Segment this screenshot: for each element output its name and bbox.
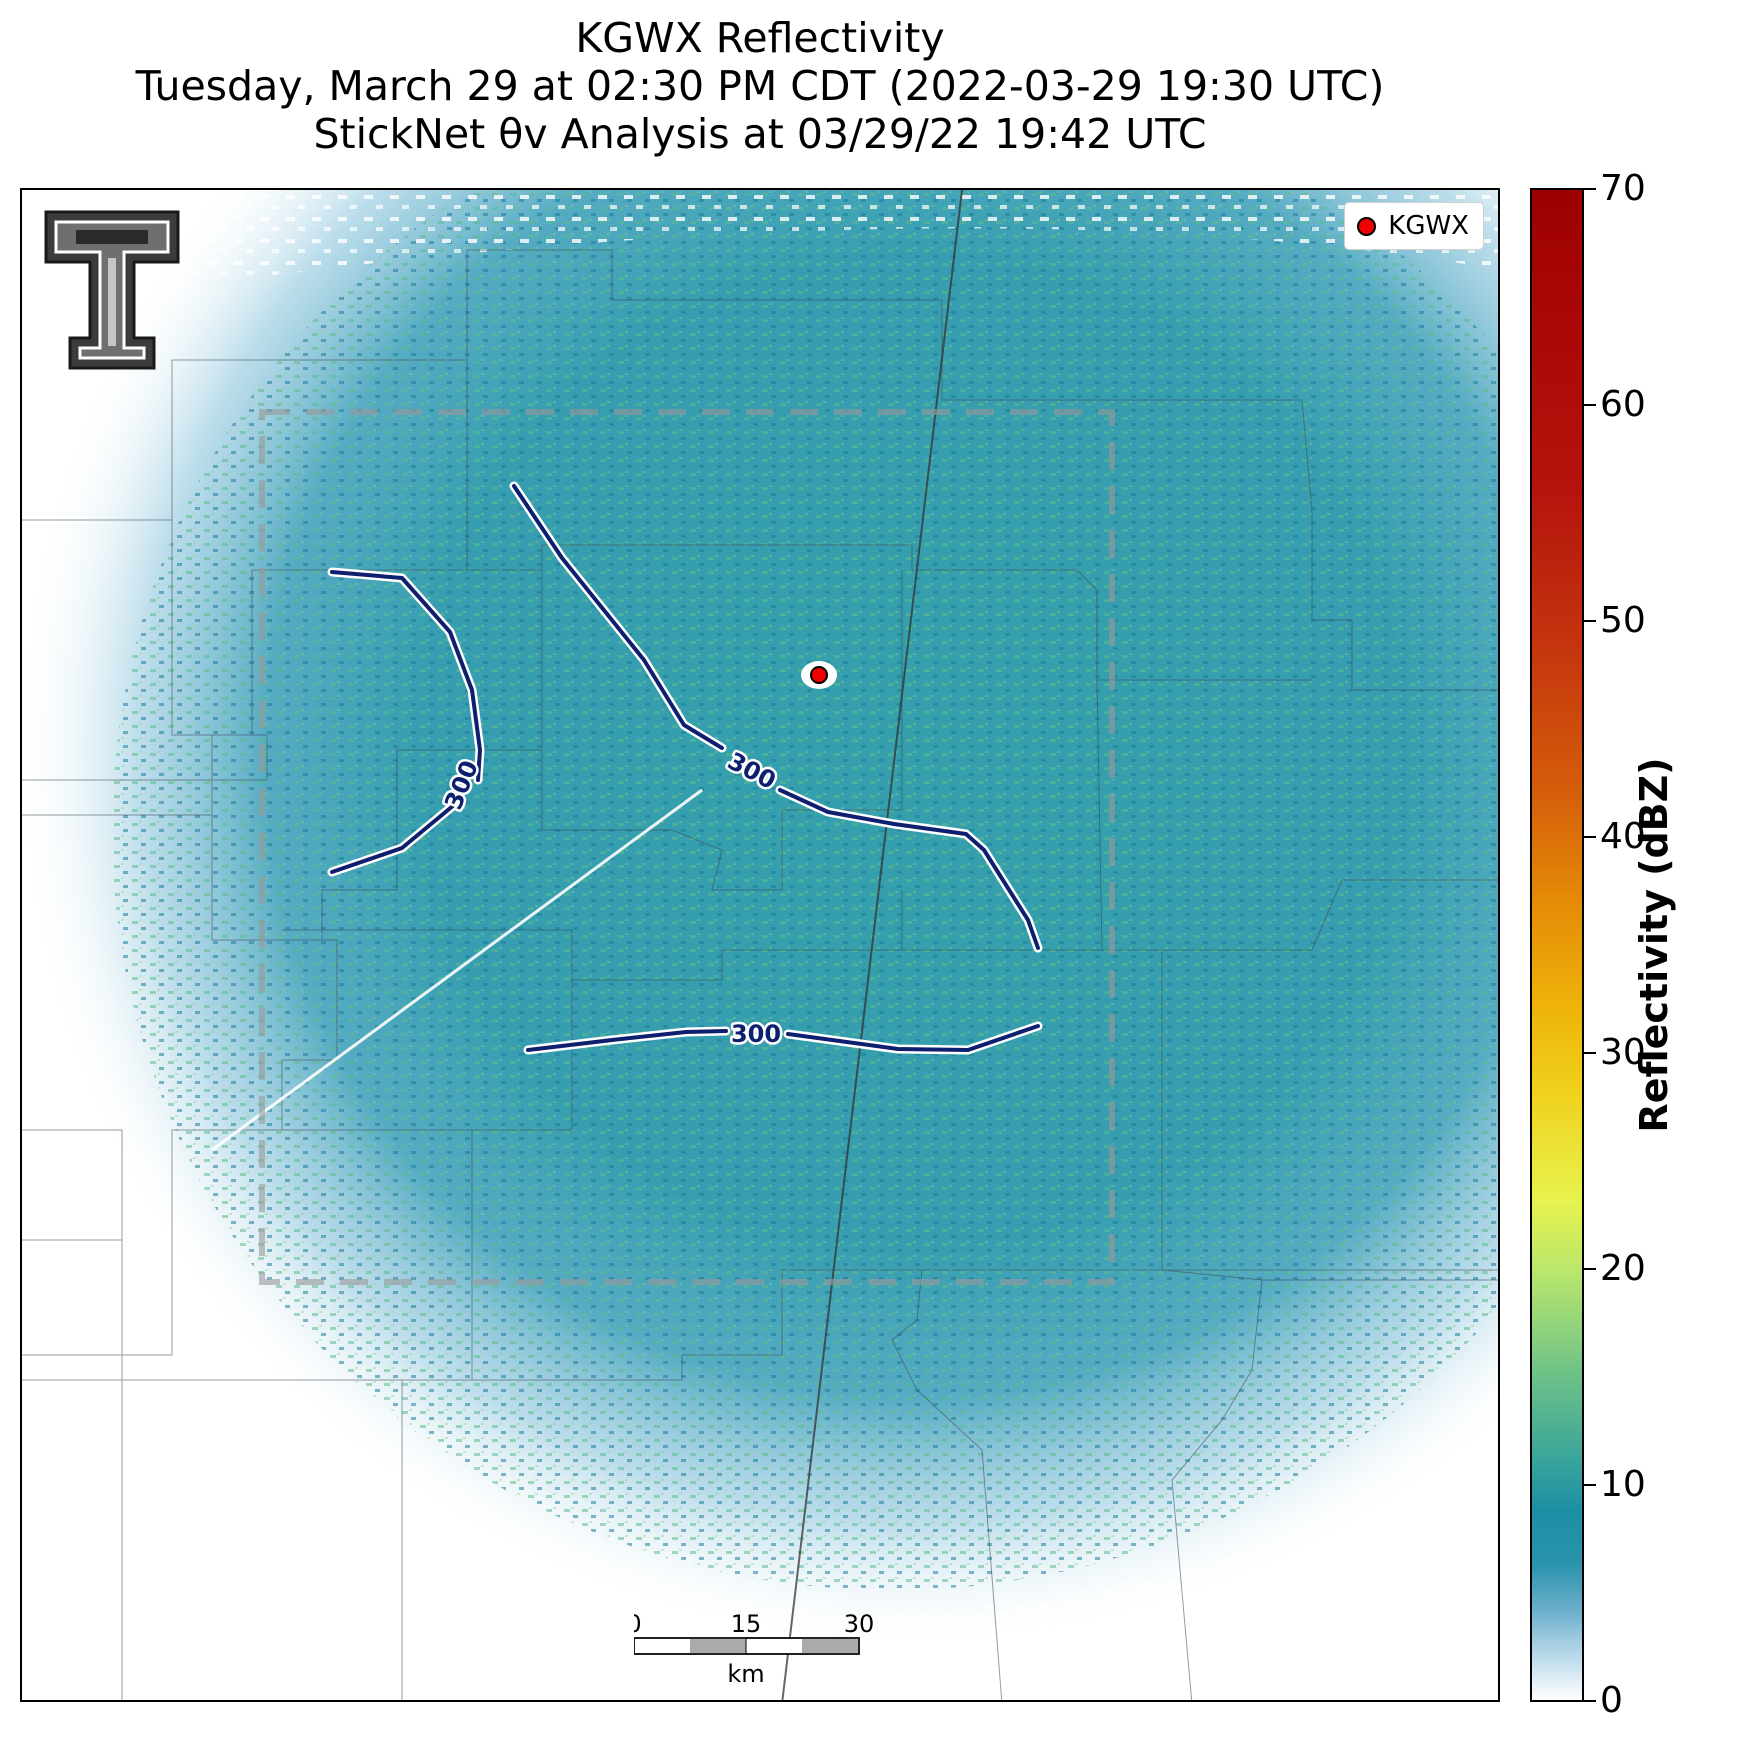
colorbar-tick-label: 30 xyxy=(1600,1032,1646,1073)
title-line-2: Tuesday, March 29 at 02:30 PM CDT (2022-… xyxy=(135,62,1385,110)
colorbar xyxy=(1530,188,1584,1702)
colorbar-tick-label: 0 xyxy=(1600,1680,1623,1721)
county-boundaries xyxy=(22,249,1498,1700)
title-line-3: StickNet θv Analysis at 03/29/22 19:42 U… xyxy=(313,110,1207,158)
colorbar-tick-mark xyxy=(1584,836,1596,838)
colorbar-tick-mark xyxy=(1584,1052,1596,1054)
map-canvas: 300 300 300 xyxy=(22,190,1498,1700)
colorbar-tick-label: 60 xyxy=(1600,384,1646,425)
scale-unit: km xyxy=(727,1660,764,1688)
map-legend: KGWX xyxy=(1344,202,1484,250)
colorbar-title: Reflectivity (dBZ) xyxy=(1632,757,1676,1133)
analysis-domain-box xyxy=(259,409,1115,1285)
legend-label: KGWX xyxy=(1388,211,1469,241)
state-line xyxy=(781,190,963,1700)
scale-tick: 0 xyxy=(634,1610,642,1638)
radar-marker-icon xyxy=(1357,216,1377,236)
colorbar-tick-label: 10 xyxy=(1600,1464,1646,1505)
colorbar-tick-label: 70 xyxy=(1600,168,1646,209)
colorbar-tick-label: 40 xyxy=(1600,816,1646,857)
texas-tech-logo xyxy=(44,210,180,370)
contour-label: 300 xyxy=(731,1020,781,1048)
scale-tick: 30 xyxy=(844,1610,875,1638)
radar-map: 300 300 300 KGWX 0 15 30 km xyxy=(20,188,1500,1702)
title-line-1: KGWX Reflectivity xyxy=(575,14,945,62)
colorbar-tick-mark xyxy=(1584,620,1596,622)
colorbar-tick-mark xyxy=(1584,404,1596,406)
radar-site-marker xyxy=(801,661,837,689)
colorbar-tick-label: 20 xyxy=(1600,1248,1646,1289)
colorbar-tick-mark xyxy=(1584,1268,1596,1270)
blockage-radial xyxy=(211,788,703,1152)
plot-title: KGWX Reflectivity Tuesday, March 29 at 0… xyxy=(0,14,1520,158)
colorbar-tick-mark xyxy=(1584,1700,1596,1702)
colorbar-tick-mark xyxy=(1584,188,1596,190)
colorbar-tick-mark xyxy=(1584,1484,1596,1486)
reflectivity-field xyxy=(22,190,1498,1700)
scale-bar: 0 15 30 km xyxy=(634,1610,875,1688)
colorbar-tick-label: 50 xyxy=(1600,600,1646,641)
scale-tick: 15 xyxy=(731,1610,762,1638)
